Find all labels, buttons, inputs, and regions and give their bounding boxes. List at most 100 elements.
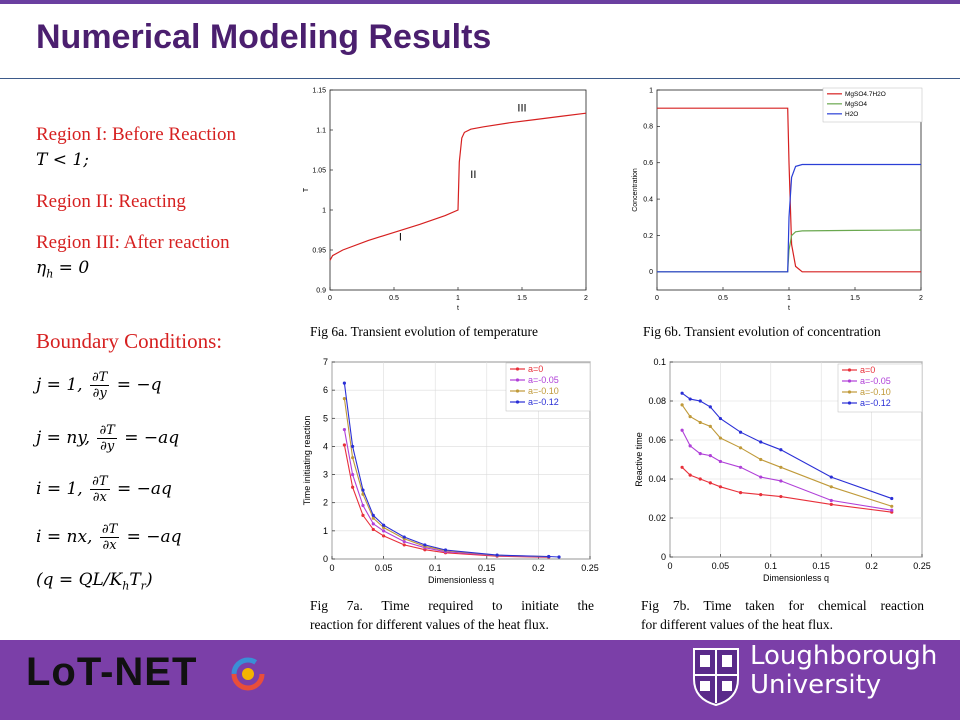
fraction-denominator: ∂x [92,490,107,505]
q-def-part: (q = QL/K [36,570,123,590]
legend-marker [847,379,852,383]
chart-fig7b-reactive-time: 0 0.05 0.1 0.15 0.2 0.25 0 0.02 0.04 0.06 0.08 0.1 D… [634,357,931,583]
derivative-fraction: ∂T ∂x [90,474,110,505]
bc-row-2: j = ny, ∂T ∂y = −aq [36,423,179,454]
legend-marker [515,389,520,393]
data-point-a-0-05 [890,508,894,512]
legend-entry: a=-0.12 [860,398,891,408]
y-axis-label: Concentration [632,168,639,212]
series-line-mgso4-7h2o [657,107,921,273]
series-line-a-0 [681,466,892,513]
data-point-a-0-10 [698,420,702,425]
region-annotation: I [399,231,402,243]
data-point-a-0 [759,493,763,497]
q-def-sub: h [122,579,130,593]
y-tick-label: 0.4 [643,196,653,203]
data-point-a-0 [680,465,684,469]
data-point-a-0-12 [557,555,561,559]
data-point-a-0 [779,494,783,499]
title-divider [0,78,960,79]
data-point-a-0-12 [402,535,406,539]
data-point-a-0 [361,513,365,517]
data-point-a-0-10 [890,504,894,508]
y-tick-label: 3 [323,470,328,480]
chart-fig7a-initiation-time: 0 0.05 0.1 0.15 0.2 0.25 0 1 2 3 4 5 6 7 Dimensionless… [302,357,599,585]
caption-fig7b-line1: Fig 7b. Time taken for chemical reaction [641,598,924,613]
region-1-condition: T < 1; [36,150,89,170]
bc-rhs: = −aq [126,527,182,547]
q-def-sub: r [140,579,146,593]
x-tick-label: 0.05 [375,563,393,573]
data-point-a-0-10 [688,415,692,419]
data-point-a-0-10 [738,446,743,450]
y-tick-label: 0.9 [316,287,326,294]
data-point-a-0-10 [382,525,386,530]
fraction-denominator: ∂y [100,439,115,454]
y-tick-label: 1 [649,87,653,94]
x-axis-label: Dimensionless q [763,573,829,583]
series-line-fig6a [329,112,587,261]
data-point-a-0-12 [342,381,346,385]
lotnet-logo-text: LoT-NET [26,650,198,694]
data-point-a-0-10 [351,456,355,460]
data-point-a-0-05 [351,472,355,477]
y-tick-label: 0.8 [643,124,653,131]
data-point-a-0-10 [680,403,684,407]
y-axis-label: Time initiating reaction [302,416,312,506]
data-point-a-0-12 [688,397,692,401]
y-tick-label: 1.1 [316,127,326,134]
x-tick-label: 0 [655,295,659,302]
data-point-a-0-12 [680,391,684,395]
data-point-a-0-12 [361,488,365,492]
lotnet-swirl-icon [231,657,265,691]
series-line-h2o [657,163,921,273]
page-title: Numerical Modeling Results [36,18,492,56]
x-axis-label: t [788,305,790,312]
q-def-part: T [129,570,141,590]
y-tick-label: 2 [323,498,328,508]
data-point-a-0 [829,502,833,506]
data-point-a-0-05 [738,465,743,469]
x-tick-label: 0.5 [718,295,728,302]
x-tick-label: 2 [919,295,923,302]
x-tick-label: 0.25 [913,561,931,571]
boundary-conditions-heading: Boundary Conditions: [36,329,223,353]
data-point-a-0-10 [361,492,365,496]
bc-lhs: j = 1, [36,375,83,395]
bc-row-3: i = 1, ∂T ∂x = −aq [36,474,172,505]
y-tick-label: 6 [323,385,328,395]
derivative-fraction: ∂T ∂y [97,423,117,454]
eta-symbol: η [36,258,47,278]
data-point-a-0-12 [351,444,355,449]
series-line-a-0-05 [681,430,892,511]
data-point-a-0-12 [547,554,551,559]
data-point-a-0-05 [342,427,346,432]
data-point-a-0 [688,473,692,477]
y-tick-label: 0.04 [648,474,666,484]
series-line-a-0-10 [681,404,892,507]
y-tick-label: 1.15 [312,87,326,94]
fraction-numerator: ∂T [90,474,110,490]
y-tick-label: 7 [323,357,328,367]
data-point-a-0-05 [759,475,763,479]
bc-lhs: j = ny, [36,428,91,448]
legend-entry: a=-0.10 [860,387,891,397]
data-point-a-0-10 [718,436,722,440]
data-point-a-0-12 [382,523,386,527]
data-point-a-0-05 [371,522,375,526]
data-point-a-0-05 [718,459,722,464]
y-tick-label: 0 [661,552,666,562]
fraction-numerator: ∂T [99,522,120,538]
y-tick-label: 0.06 [648,435,666,445]
university-crest-icon [693,648,739,707]
data-point-a-0-12 [443,548,448,552]
y-tick-label: 1 [323,526,328,536]
data-point-a-0 [402,543,406,547]
caption-fig7a-line2: reaction for different values of the hea… [310,617,549,632]
data-point-a-0-05 [779,479,783,483]
data-point-a-0 [708,481,712,485]
data-point-a-0 [342,443,346,447]
legend-entry: a=0 [528,364,543,374]
data-point-a-0-05 [680,428,684,432]
